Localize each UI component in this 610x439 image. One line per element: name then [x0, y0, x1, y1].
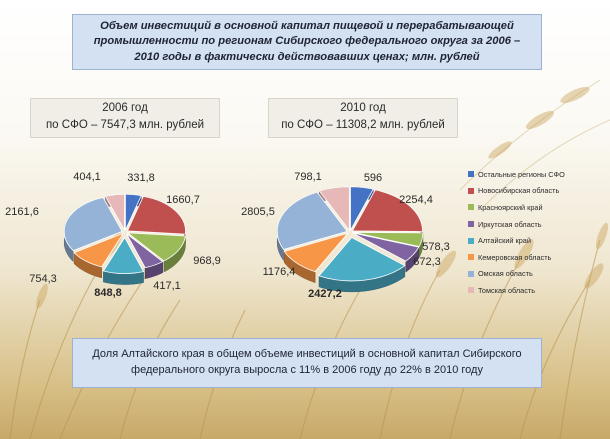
pie-value-label: 2254,4 — [399, 194, 433, 206]
legend-item: Новосибирская область — [468, 183, 565, 200]
pie-value-label: 848,8 — [94, 287, 122, 299]
pie-slice-7 — [318, 186, 350, 232]
legend-item: Иркутская область — [468, 216, 565, 233]
legend-swatch — [468, 171, 474, 178]
summary-text: Доля Алтайского края в общем объеме инве… — [92, 348, 522, 376]
year-2010-total: по СФО – 11308,2 млн. рублей — [281, 119, 445, 132]
pie-slice-0 — [350, 186, 374, 232]
pie-slice-2 — [126, 232, 186, 262]
legend-label: Красноярский край — [478, 202, 543, 212]
legend-item: Томская область — [468, 282, 565, 299]
legend-label: Томская область — [478, 285, 536, 295]
pie-slice-7 — [104, 193, 125, 232]
pie-slice-0 — [125, 193, 142, 231]
pie-value-label: 417,1 — [153, 280, 181, 292]
pie-chart-2006: 331,8 1660,7 968,9 417,1 848,8 754,3 2161,6 404… — [5, 171, 221, 299]
pie-value-label: 596 — [364, 172, 382, 184]
legend-label: Новосибирская область — [478, 186, 560, 196]
legend-label: Алтайский край — [478, 236, 531, 246]
pie-slice-5 — [283, 232, 349, 273]
legend-swatch — [468, 204, 474, 211]
legend-swatch — [468, 221, 474, 228]
pie-slice-3 — [352, 232, 420, 262]
pie-value-label: 968,9 — [193, 255, 221, 267]
pie-value-label: 331,8 — [127, 172, 155, 184]
pie-value-label: 2427,2 — [308, 288, 342, 300]
pie-value-label: 672,3 — [413, 256, 441, 268]
legend-item: Кемеровская область — [468, 249, 565, 266]
pie-value-label: 2805,5 — [241, 206, 275, 218]
pie-slice-1 — [351, 189, 423, 232]
year-2010-label: 2010 год — [340, 102, 386, 114]
pie-chart-2010: 596 2254,4 578,3 672,3 2427,2 1176,4 2805,5 798… — [241, 171, 450, 300]
pie-slice-4 — [318, 236, 406, 282]
chart-title: Объем инвестиций в основной капитал пище… — [72, 14, 542, 70]
legend-label: Остальные регионы СФО — [478, 169, 565, 179]
year-2010-heading: 2010 год по СФО – 11308,2 млн. рублей — [268, 98, 458, 138]
pie-value-label: 404,1 — [73, 171, 101, 183]
legend-item: Красноярский край — [468, 199, 565, 216]
year-2006-total: по СФО – 7547,3 млн. рублей — [45, 119, 205, 132]
legend-label: Иркутская область — [478, 219, 542, 229]
pie-value-label: 754,3 — [29, 273, 57, 285]
pie-slice-6 — [276, 191, 348, 250]
pie-value-label: 2161,6 — [5, 206, 39, 218]
legend-item: Остальные регионы СФО — [468, 166, 565, 183]
summary-note: Доля Алтайского края в общем объеме инве… — [72, 338, 542, 388]
pie-slice-1 — [126, 195, 186, 235]
title-text: Объем инвестиций в основной капитал пище… — [93, 19, 521, 63]
pie-value-label: 1176,4 — [263, 266, 296, 278]
pie-slice-3 — [126, 233, 164, 269]
legend-label: Кемеровская область — [478, 252, 552, 262]
legend-item: Омская область — [468, 266, 565, 283]
pie-slice-2 — [352, 231, 424, 248]
pie-slice-6 — [63, 196, 123, 252]
year-2006-label: 2006 год — [102, 102, 148, 114]
chart-legend: Остальные регионы СФО Новосибирская облас… — [468, 166, 565, 299]
pie-value-label: 578,3 — [422, 241, 450, 253]
legend-swatch — [468, 237, 474, 244]
legend-swatch — [468, 287, 474, 294]
legend-item: Алтайский край — [468, 232, 565, 249]
year-2006-heading: 2006 год по СФО – 7547,3 млн. рублей — [30, 98, 220, 138]
legend-swatch — [468, 187, 474, 194]
pie-slice-4 — [102, 236, 145, 274]
legend-swatch — [468, 270, 474, 277]
legend-label: Омская область — [478, 269, 533, 279]
pie-slice-5 — [73, 232, 125, 268]
pie-value-label: 1660,7 — [166, 194, 200, 206]
legend-swatch — [468, 254, 474, 261]
pie-value-label: 798,1 — [294, 171, 322, 183]
